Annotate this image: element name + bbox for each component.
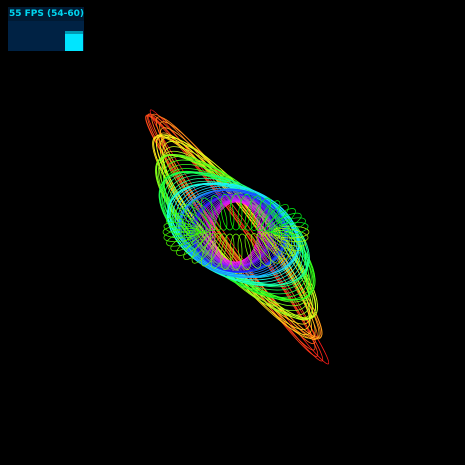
disc-ring-ellipse — [250, 197, 272, 231]
disc-ring-ellipse — [191, 232, 216, 264]
disc-ring-ellipse — [244, 195, 262, 231]
disc-ring-ellipse — [229, 233, 243, 271]
disc-ring-ellipse — [268, 212, 302, 234]
disc-ring-ellipse — [272, 221, 309, 236]
disc-ring-ellipse — [176, 231, 207, 256]
spiral-ellipse — [161, 170, 312, 301]
disc-ring-ellipse — [237, 233, 252, 270]
disc-ring-ellipse — [237, 194, 252, 231]
spiral-ellipse — [145, 114, 316, 351]
spiral-ellipse — [162, 159, 316, 300]
fps-graph-peak — [65, 31, 83, 34]
disc-ring-ellipse — [170, 230, 204, 252]
disc-ring-ellipse — [250, 233, 272, 267]
spiral-ellipse — [207, 199, 265, 266]
disc-ring-ellipse — [261, 204, 289, 232]
disc-ring-ellipse — [272, 225, 310, 239]
disc-ring-ellipse — [210, 195, 228, 231]
disc-ring-ellipse — [256, 232, 281, 264]
fps-stats-panel: 55 FPS (54-60) — [8, 7, 84, 51]
disc-ring-ellipse — [220, 194, 235, 231]
fps-graph — [8, 21, 84, 51]
disc-ring-ellipse — [183, 204, 211, 232]
disc-ring-ellipse — [268, 230, 302, 252]
disc-ring-ellipse — [183, 232, 211, 260]
disc-ring-ellipse — [210, 233, 228, 269]
disc-ring-ellipse — [163, 221, 200, 236]
disc-ring-ellipse — [270, 217, 306, 235]
disc-ring-ellipse — [256, 200, 281, 232]
disc-ring-ellipse — [170, 212, 204, 234]
spiral-ellipse — [145, 115, 319, 357]
disc-ring-ellipse — [200, 197, 222, 231]
disc-ring-ellipse — [244, 233, 262, 269]
disc-ring-ellipse — [191, 200, 216, 232]
disc-ring-ellipse — [162, 225, 200, 239]
disc-ring-ellipse — [220, 233, 235, 270]
disc-ring-ellipse — [229, 193, 243, 231]
fps-label: 55 FPS (54-60) — [9, 9, 85, 19]
spiral-ellipse — [177, 185, 299, 278]
disc-ring-ellipse — [265, 208, 296, 233]
disc-ring-ellipse — [261, 232, 289, 260]
spiral-ellipse — [149, 109, 330, 365]
disc-ring-ellipse — [200, 233, 222, 267]
fps-graph-bar — [65, 34, 83, 51]
